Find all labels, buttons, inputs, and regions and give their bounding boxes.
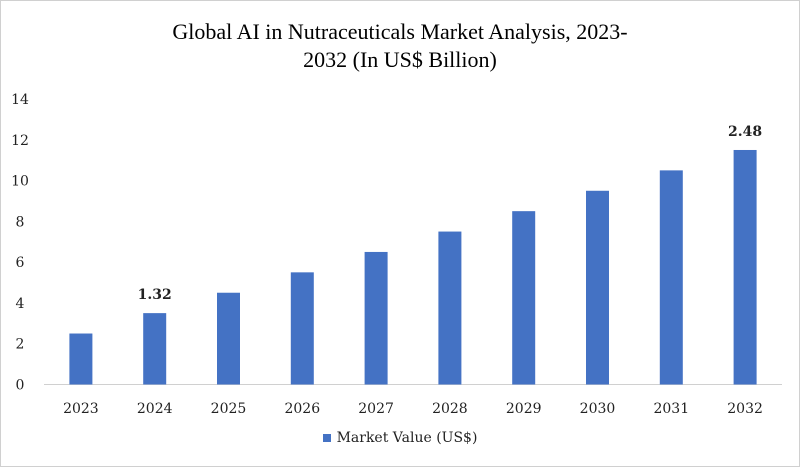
legend: Market Value (US$) [0,430,800,446]
x-tick-label: 2029 [506,401,542,417]
y-tick-label: 8 [16,214,25,230]
legend-swatch [322,434,331,442]
y-tick-label: 4 [16,296,25,312]
bar-2023 [69,333,93,385]
y-tick-label: 10 [11,174,29,190]
bar-2032 [733,149,757,385]
chart-title-line1: Global AI in Nutraceuticals Market Analy… [172,19,628,44]
bar-2031 [659,170,683,385]
x-tick-label: 2026 [284,401,320,417]
x-tick-label: 2032 [727,401,763,417]
x-tick-label: 2031 [653,401,689,417]
bar-2027 [364,251,388,385]
y-tick-label: 2 [16,337,25,353]
bar-2029 [512,211,536,385]
bar-2028 [438,231,462,385]
data-label: 1.32 [138,287,172,303]
bar-2025 [217,292,240,385]
legend-label: Market Value (US$) [336,430,478,446]
y-tick-label: 6 [16,255,25,271]
x-tick-label: 2030 [580,401,616,417]
x-tick-label: 2024 [137,401,173,417]
bar-2030 [586,190,609,385]
x-tick-label: 2025 [211,401,247,417]
x-tick-label: 2028 [432,401,468,417]
x-tick-label: 2023 [63,401,99,417]
x-tick-label: 2027 [358,401,394,417]
bar-2026 [290,272,314,385]
y-tick-label: 12 [11,133,29,149]
y-tick-label: 0 [16,378,25,394]
chart-title-line2: 2032 (In US$ Billion) [303,47,497,72]
bar-2024 [143,313,167,385]
y-tick-label: 14 [11,92,29,108]
chart-title: Global AI in Nutraceuticals Market Analy… [0,18,800,74]
data-label: 2.48 [728,124,762,140]
